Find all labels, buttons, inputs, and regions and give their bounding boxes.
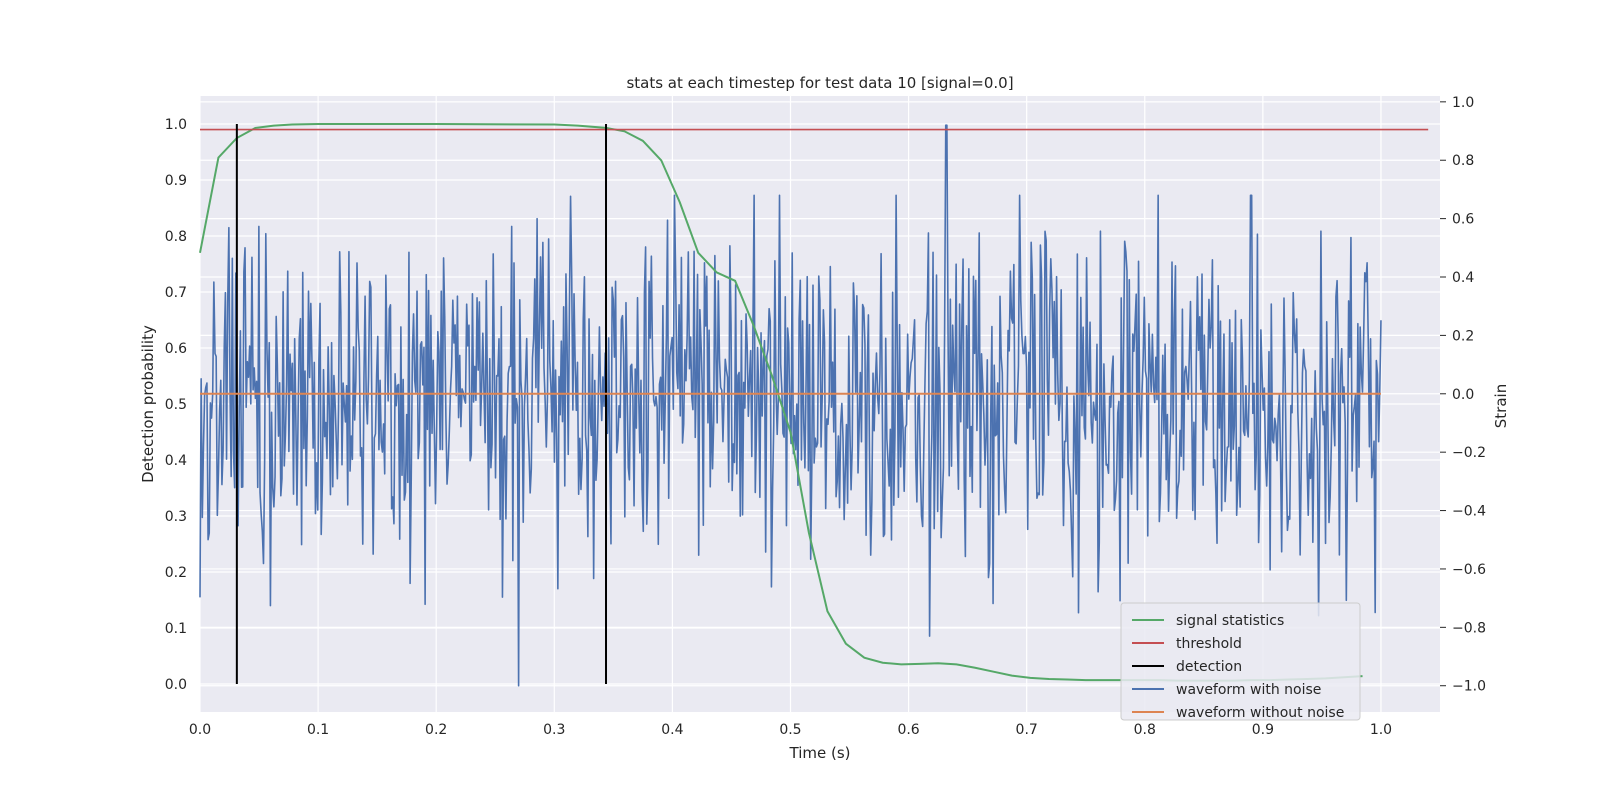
y-tick-label: 0.8	[165, 229, 187, 245]
x-tick-label: 0.1	[307, 722, 329, 738]
y-right-tick-label: 1.0	[1452, 95, 1474, 111]
legend-box	[1120, 602, 1361, 721]
y-tick-label: 0.5	[165, 397, 187, 413]
y-right-tick-label: 0.6	[1452, 212, 1474, 228]
y-tick-label: 0.1	[165, 621, 187, 637]
y-right-tick-label: 0.2	[1452, 328, 1474, 344]
x-tick-label: 0.4	[661, 722, 683, 738]
y-tick-label: 0.2	[165, 565, 187, 581]
legend-label: detection	[1176, 659, 1242, 675]
y-right-tick-label: 0.0	[1452, 387, 1474, 403]
y-axis-label-left: Detection probability	[139, 325, 157, 483]
ticks: 0.0 0.1 0.2 0.3 0.4 0.5 0.6 0.7 0.8 0.9 1.0 0.0 0.1 0…	[165, 95, 1486, 738]
x-tick-label: 0.8	[1134, 722, 1156, 738]
x-axis-label: Time (s)	[789, 744, 851, 762]
legend-label: waveform with noise	[1176, 682, 1321, 698]
y-tick-label: 1.0	[165, 117, 187, 133]
y-right-tick-label: −0.4	[1452, 504, 1486, 520]
y-right-tick-label: −0.6	[1452, 562, 1486, 578]
x-tick-label: 0.0	[189, 722, 211, 738]
x-tick-label: 0.7	[1016, 722, 1038, 738]
x-tick-label: 0.3	[543, 722, 565, 738]
chart-title: stats at each timestep for test data 10 …	[626, 74, 1013, 92]
y-tick-label: 0.0	[165, 677, 187, 693]
y-right-tick-label: −0.8	[1452, 620, 1486, 636]
legend-label: waveform without noise	[1176, 705, 1344, 721]
y-tick-label: 0.6	[165, 341, 187, 357]
y-tick-label: 0.9	[165, 173, 187, 189]
y-axis-label-right: Strain	[1492, 384, 1510, 428]
x-tick-label: 0.2	[425, 722, 447, 738]
y-right-tick-label: 0.4	[1452, 270, 1474, 286]
x-tick-label: 1.0	[1370, 722, 1392, 738]
y-right-tick-label: 0.8	[1452, 153, 1474, 169]
y-tick-label: 0.4	[165, 453, 187, 469]
x-tick-label: 0.9	[1252, 722, 1274, 738]
x-tick-label: 0.5	[779, 722, 801, 738]
legend-label: threshold	[1176, 636, 1242, 652]
y-tick-label: 0.3	[165, 509, 187, 525]
x-tick-label: 0.6	[897, 722, 919, 738]
legend-label: signal statistics	[1176, 613, 1284, 629]
y-tick-label: 0.7	[165, 285, 187, 301]
legend: signal statistics threshold detection wavef…	[1120, 602, 1361, 721]
y-right-tick-label: −0.2	[1452, 445, 1486, 461]
y-right-tick-label: −1.0	[1452, 679, 1486, 695]
